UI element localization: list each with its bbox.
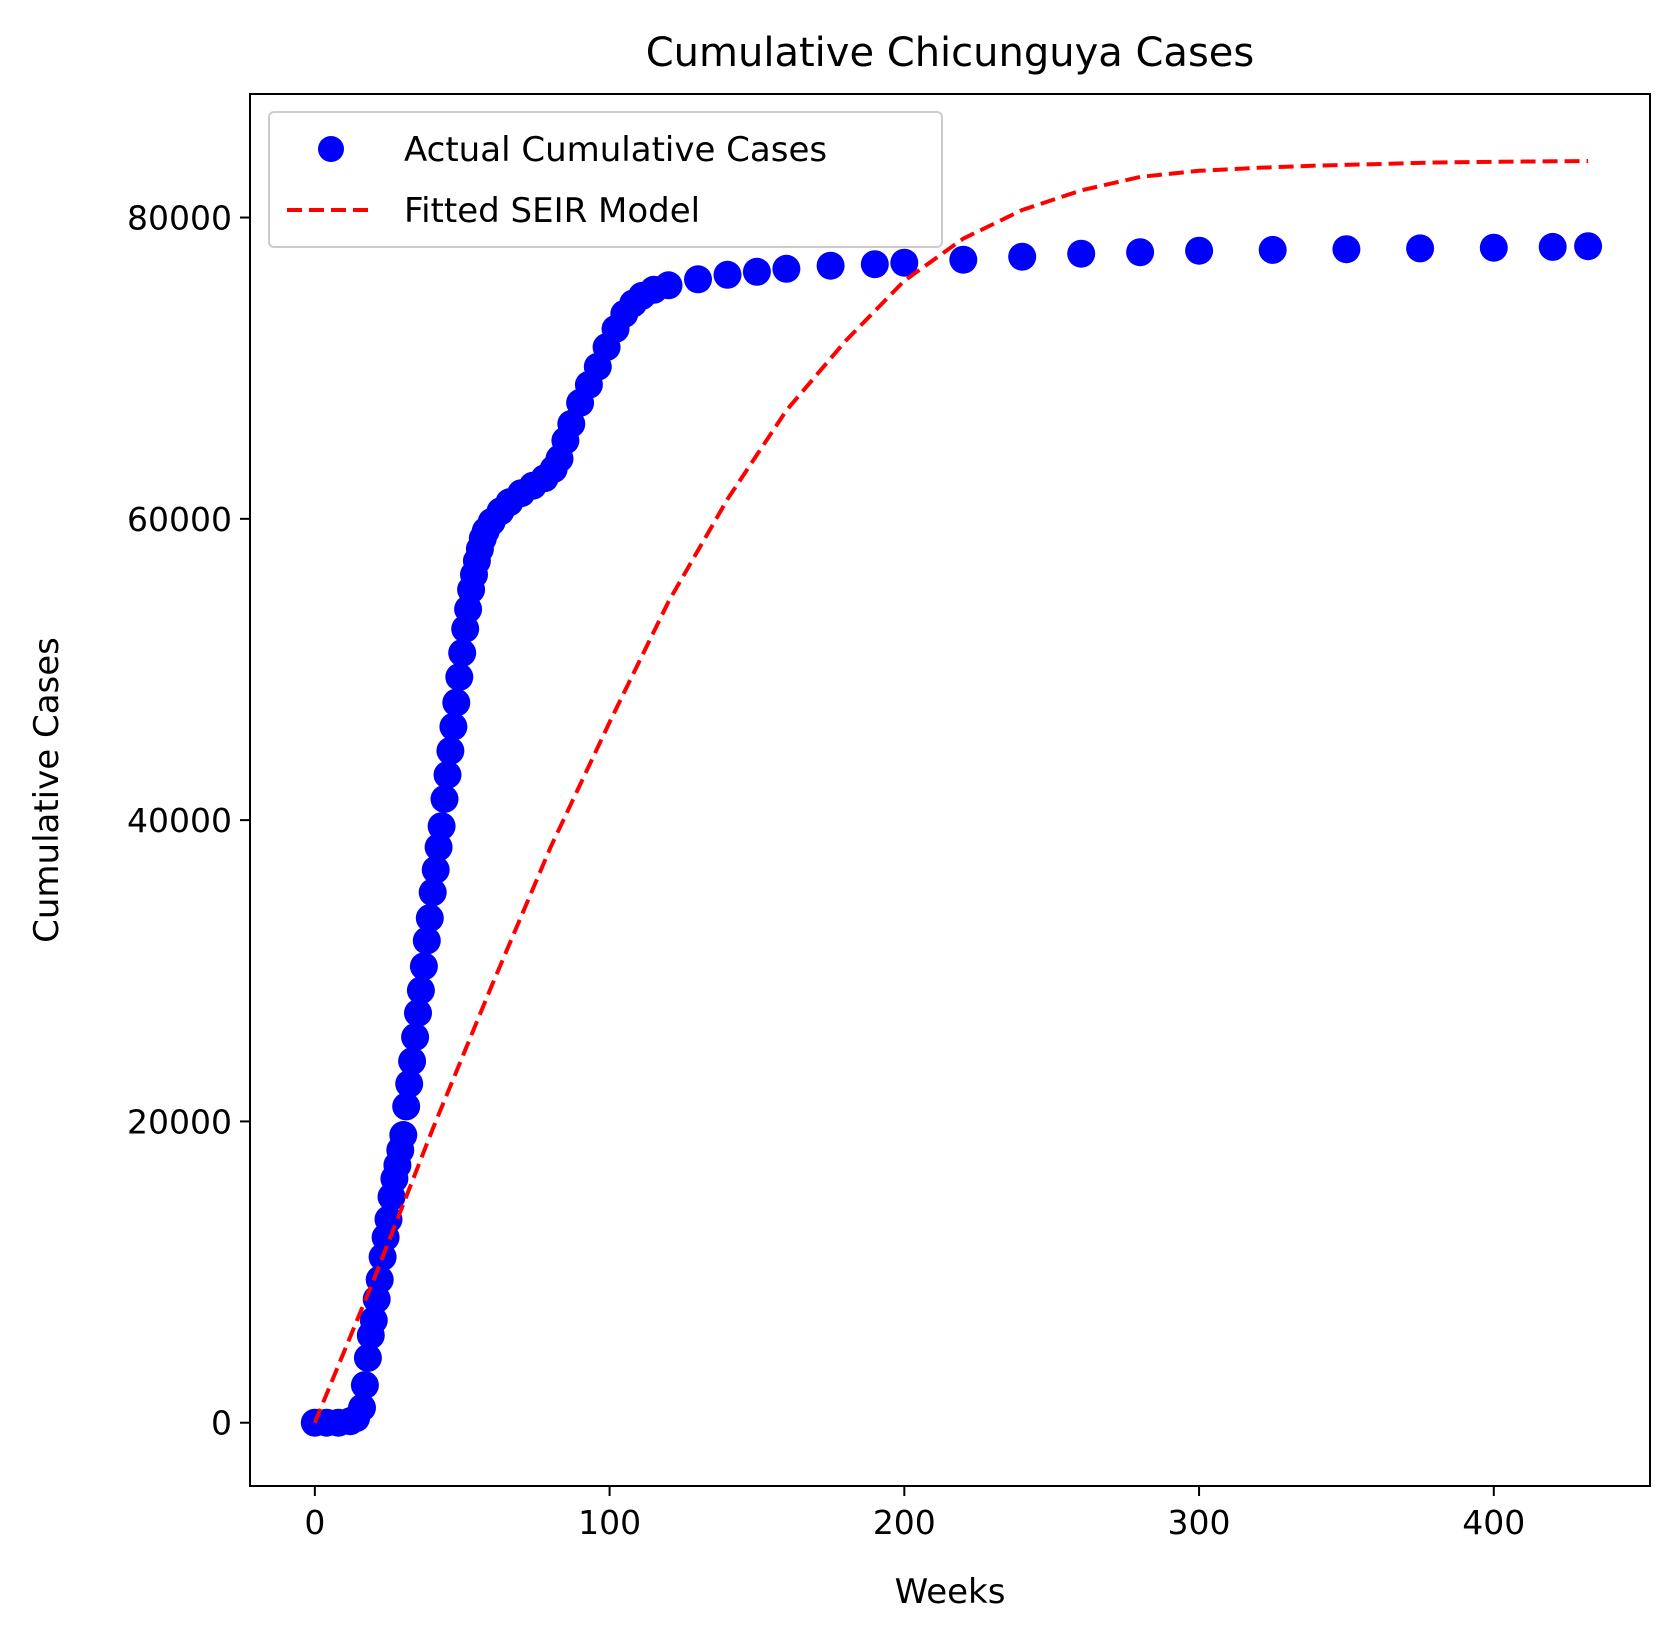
data-point — [392, 1092, 421, 1121]
x-axis-title: Weeks — [895, 1572, 1006, 1612]
data-point — [439, 712, 468, 741]
data-point — [772, 254, 801, 283]
data-point — [401, 1023, 430, 1052]
legend-label-fitted: Fitted SEIR Model — [404, 191, 700, 231]
data-point — [949, 245, 978, 274]
data-point — [1258, 235, 1287, 264]
legend: Actual Cumulative Cases Fitted SEIR Mode… — [268, 111, 943, 248]
data-point — [860, 250, 889, 279]
data-point — [816, 251, 845, 280]
y-axis-title: Cumulative Cases — [27, 637, 67, 943]
data-point — [418, 878, 447, 907]
series-fitted-seir-model — [312, 159, 1589, 1424]
data-point — [389, 1121, 418, 1149]
data-point — [421, 855, 450, 884]
plot-area — [250, 94, 1650, 1486]
y-tick-label: 0 — [211, 1404, 232, 1443]
data-point — [436, 736, 465, 765]
data-point — [742, 257, 771, 286]
chart-title: Cumulative Chicunguya Cases — [646, 30, 1254, 76]
data-point — [1126, 238, 1155, 267]
data-point — [348, 1393, 376, 1422]
data-point — [1538, 232, 1567, 261]
data-point — [1185, 236, 1214, 265]
data-point — [442, 688, 471, 717]
data-point — [409, 952, 438, 981]
data-point — [1067, 239, 1096, 268]
data-point — [1406, 234, 1435, 263]
y-tick-label: 80000 — [127, 199, 232, 238]
x-tick-label: 400 — [1462, 1503, 1525, 1542]
data-point — [395, 1069, 424, 1098]
x-tick-label: 200 — [873, 1503, 936, 1542]
y-tick-label: 40000 — [127, 801, 232, 840]
legend-label-actual: Actual Cumulative Cases — [404, 130, 827, 170]
data-point — [365, 1265, 394, 1294]
data-point — [448, 638, 477, 667]
series-actual-cumulative-cases — [300, 232, 1603, 1437]
y-tick-label: 60000 — [127, 500, 232, 539]
data-point — [359, 1306, 388, 1335]
x-tick-label: 0 — [304, 1503, 325, 1542]
data-point — [430, 785, 459, 813]
data-point — [684, 265, 712, 294]
data-point — [427, 812, 456, 841]
data-point — [1332, 235, 1361, 264]
data-point — [1574, 232, 1603, 261]
axes-frame — [249, 93, 1651, 1487]
data-point — [1479, 233, 1508, 262]
data-point — [350, 1371, 379, 1400]
data-point — [445, 663, 474, 691]
y-tick-label: 20000 — [127, 1102, 232, 1141]
legend-box — [268, 111, 943, 248]
data-point — [433, 760, 462, 789]
series-layer — [300, 159, 1603, 1437]
data-point — [404, 999, 432, 1027]
x-tick-label: 100 — [578, 1503, 641, 1542]
axis-layer: 0 100 200 300 400 0 20000 40000 60000 80000 — [127, 93, 1651, 1542]
data-point — [1008, 242, 1037, 271]
legend-marker-actual — [318, 136, 344, 162]
data-point — [654, 271, 683, 300]
data-point — [406, 976, 435, 1005]
data-point — [412, 926, 441, 955]
x-tick-label: 300 — [1168, 1503, 1231, 1542]
data-point — [424, 833, 453, 862]
data-point — [890, 248, 919, 277]
data-point — [713, 260, 742, 289]
data-point — [353, 1343, 382, 1372]
data-point — [557, 409, 586, 438]
data-point — [415, 904, 444, 933]
data-point — [398, 1047, 427, 1076]
